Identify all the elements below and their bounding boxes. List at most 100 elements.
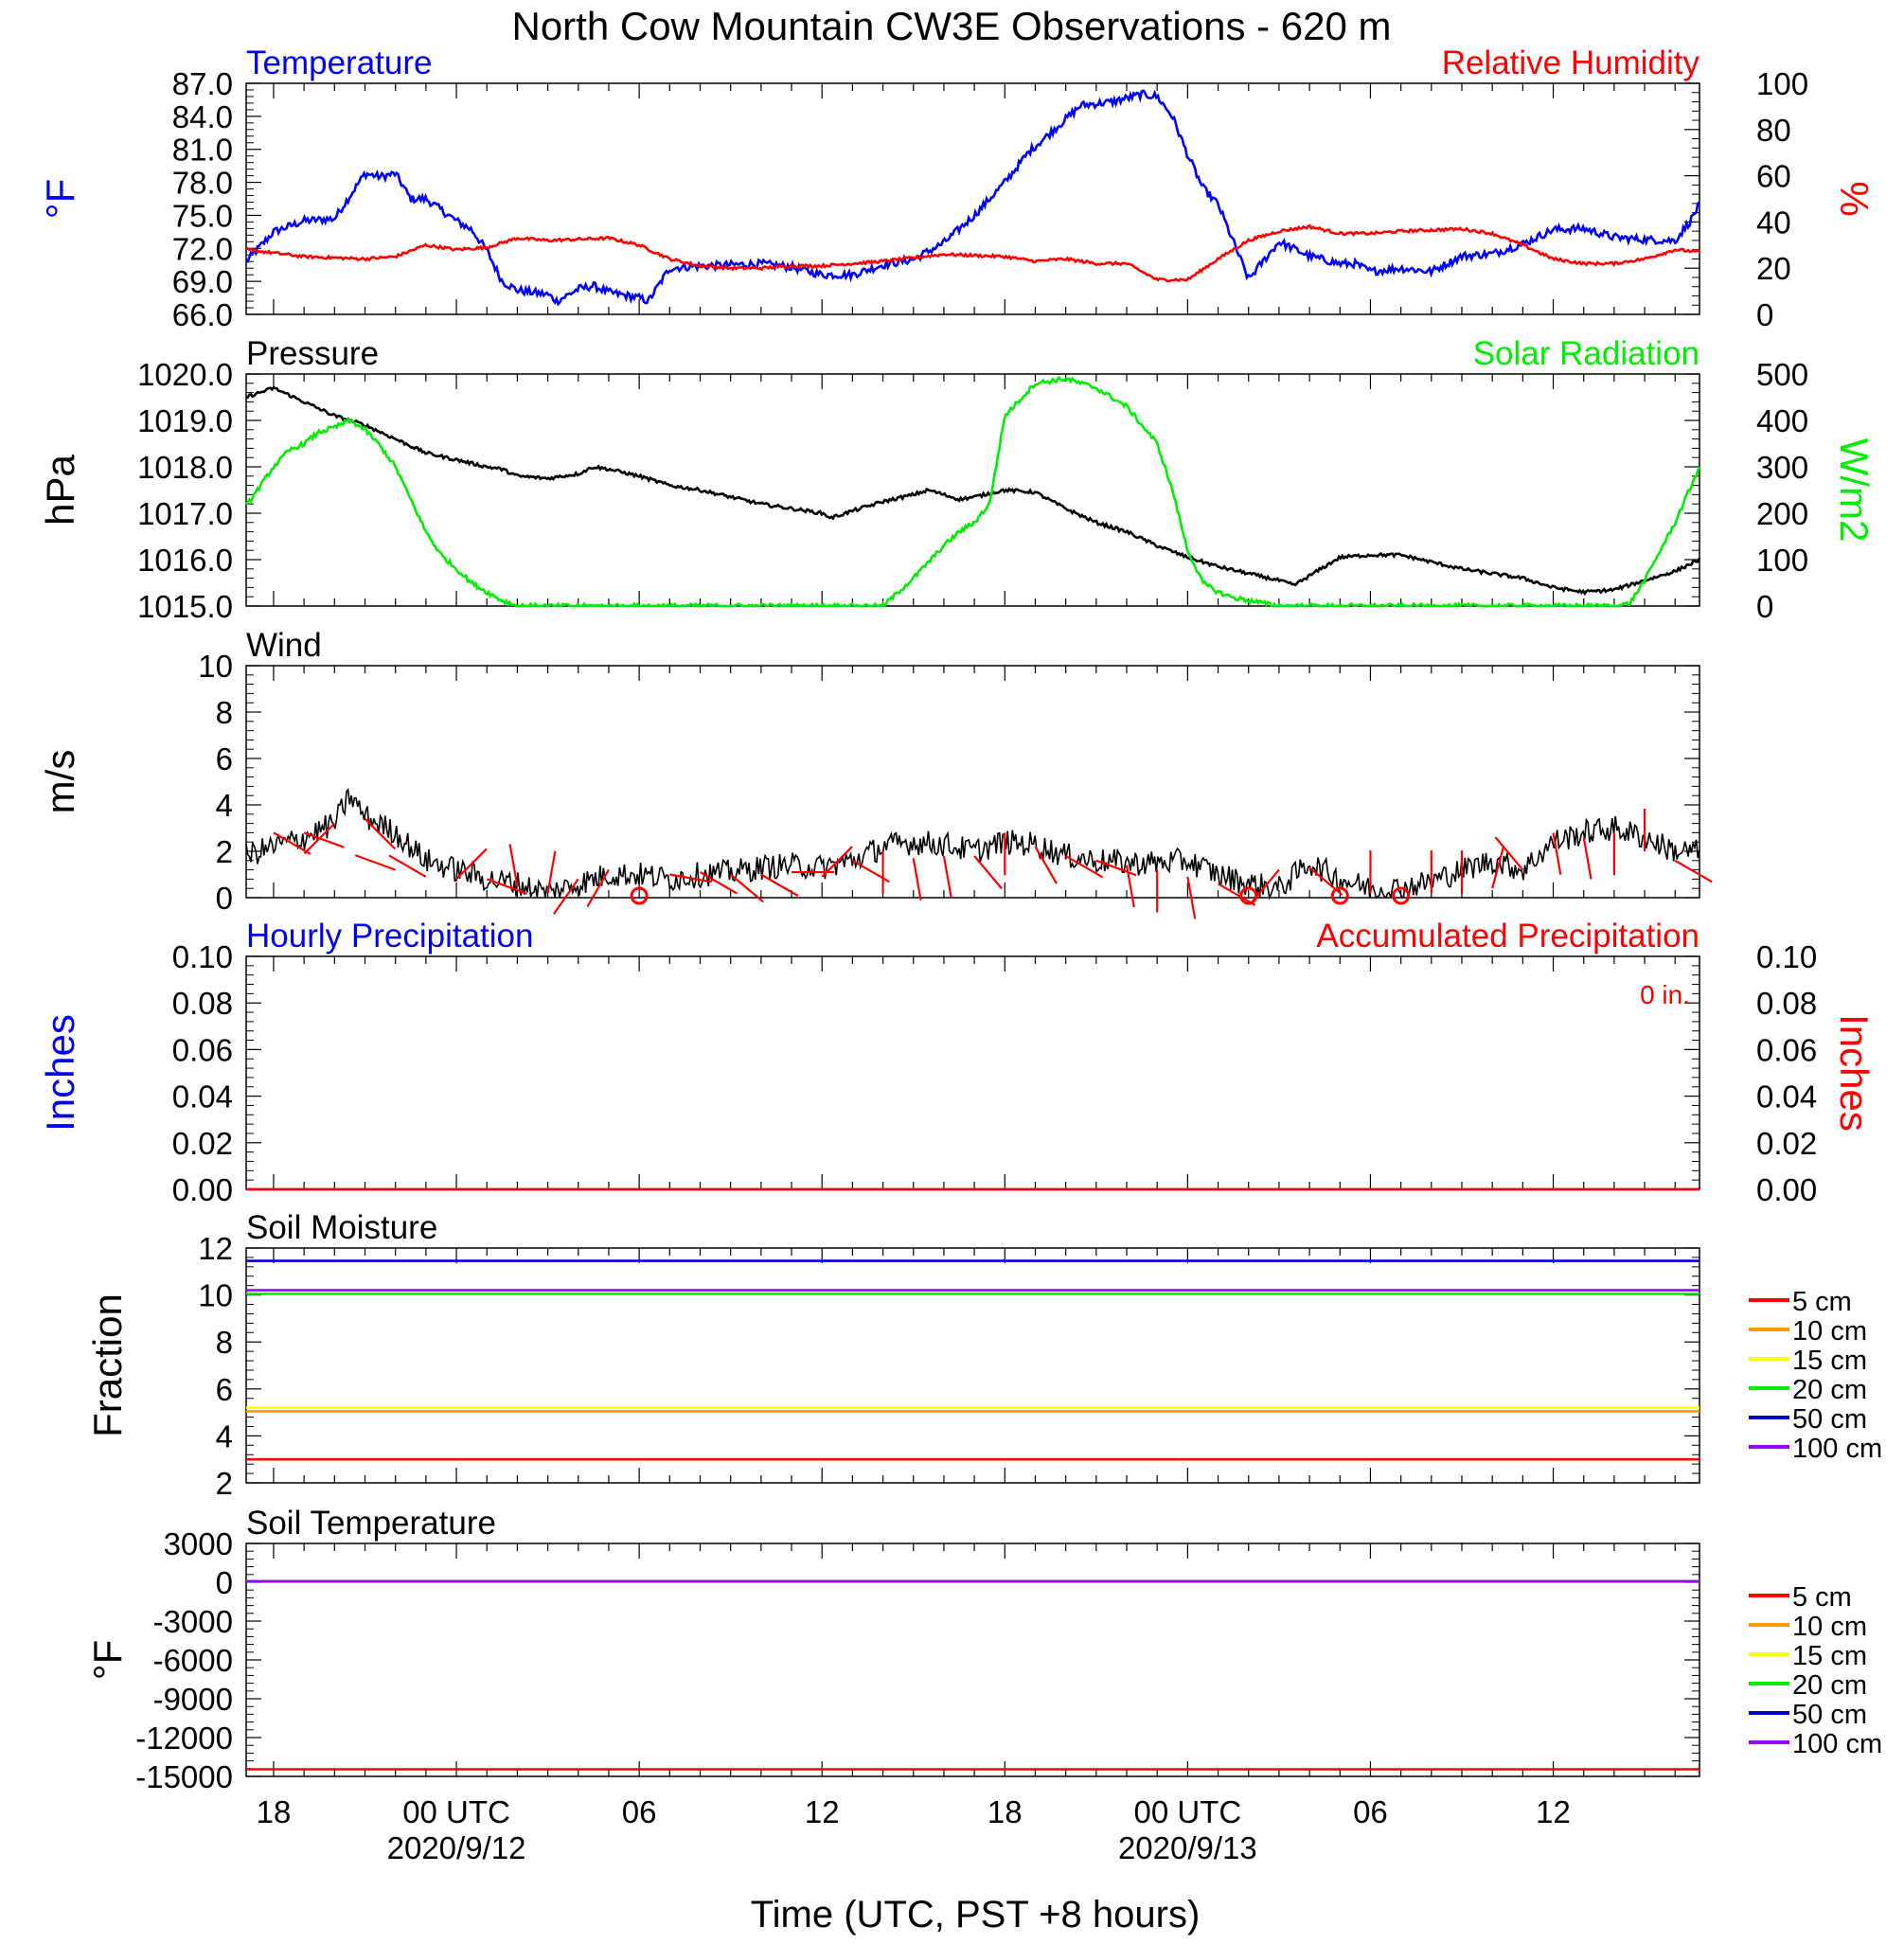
wind-barb (364, 817, 397, 850)
y-tick-label-left: 2 (216, 1466, 233, 1501)
y-tick-label-left: -6000 (153, 1643, 233, 1678)
y-tick-label-left: 4 (216, 788, 233, 823)
y-tick-label-left: 1019.0 (137, 403, 233, 438)
x-tick-label: 18 (257, 1794, 292, 1829)
y-tick-label-right: 0.00 (1756, 1172, 1817, 1207)
y-tick-label-left: 3000 (164, 1526, 233, 1561)
y-tick-label-left: 0.00 (172, 1172, 233, 1207)
wind-barb (303, 822, 336, 855)
y-tick-label-left: 1020.0 (137, 357, 233, 392)
wind-barb (303, 831, 345, 848)
y-axis-label-left: Fraction (85, 1293, 130, 1437)
series-temperature (245, 89, 1700, 307)
panel-title-left: Pressure (246, 335, 379, 372)
y-tick-label-left: 8 (216, 695, 233, 730)
wind-barb-calm (1330, 886, 1349, 905)
wind-barb (1218, 883, 1256, 906)
wind-barb (1552, 832, 1562, 875)
y-tick-label-left: 12 (198, 1231, 233, 1266)
wind-barb (1034, 846, 1058, 884)
wind-barb (455, 847, 488, 881)
x-tick-label: 12 (805, 1794, 840, 1829)
y-tick-label-left: 0 (216, 1565, 233, 1600)
wind-barb (1065, 854, 1104, 879)
wind-barb (546, 850, 557, 894)
y-tick-label-left: 78.0 (172, 166, 233, 201)
figure-title: North Cow Mountain CW3E Observations - 6… (511, 4, 1391, 48)
legend-label: 15 cm (1792, 1346, 1867, 1376)
y-tick-label-right: 0 (1756, 589, 1773, 624)
x-tick-label: 12 (1536, 1794, 1571, 1829)
x-tick-label: 00 UTC (402, 1794, 510, 1829)
wind-barb (973, 855, 1003, 890)
y-tick-label-left: 0.10 (172, 939, 233, 974)
series-solar-radiation (244, 375, 1701, 609)
panel-title-left: Soil Moisture (246, 1209, 437, 1246)
wind-barb (1491, 847, 1504, 889)
y-tick-label-left: -9000 (153, 1682, 233, 1717)
y-tick-label-right: 60 (1756, 159, 1791, 194)
plot-frame (245, 1247, 1700, 1484)
x-tick-date-label: 2020/9/13 (1118, 1830, 1257, 1865)
wind-barb (912, 858, 922, 901)
wind-barb (1186, 876, 1197, 919)
plot-frame (245, 1543, 1700, 1777)
y-tick-label-left: 4 (216, 1418, 233, 1454)
legend-label: 20 cm (1792, 1375, 1867, 1405)
y-tick-label-left: 8 (216, 1325, 233, 1360)
y-axis-label-right: % (1832, 181, 1877, 216)
y-tick-label-right: 40 (1756, 205, 1791, 240)
y-tick-label-left: 1018.0 (137, 450, 233, 485)
x-tick-label: 06 (1353, 1794, 1388, 1829)
legend-label: 10 cm (1792, 1316, 1867, 1347)
y-tick-label-left: -15000 (135, 1759, 233, 1794)
wind-barb (1582, 837, 1593, 880)
wind-barb (760, 873, 799, 897)
y-tick-label-left: 10 (198, 649, 233, 684)
y-axis-label-left: hPa (38, 454, 82, 525)
y-tick-label-right: 100 (1756, 66, 1808, 101)
x-tick-label: 06 (622, 1794, 657, 1829)
y-tick-label-left: 0.08 (172, 986, 233, 1021)
panel-pressure-solar: 1015.0 1016.0 1017.0 1018.0 1019.0 1020.0 0 100… (38, 335, 1877, 624)
panels: 66.069.072.075.078.081.084.087.002040608… (38, 45, 1882, 1865)
y-axis-label-right: Inches (1832, 1014, 1877, 1132)
legend-label: 10 cm (1792, 1612, 1867, 1642)
x-axis-label: Time (UTC, PST +8 hours) (751, 1894, 1201, 1935)
panel-title-right: Solar Radiation (1473, 335, 1699, 372)
legend-label: 5 cm (1792, 1582, 1852, 1613)
wind-barb (1251, 868, 1280, 903)
y-tick-label-left: 0.04 (172, 1079, 233, 1115)
wind-barb (388, 854, 427, 878)
panel-soil-temperature: -15000-12000 -9000 -6000 -3000 0 3000 Soil Tem… (85, 1505, 1882, 1794)
wind-barb-calm (630, 886, 649, 905)
wind-barb (1095, 859, 1137, 877)
legend-label: 100 cm (1792, 1434, 1882, 1464)
y-tick-label-left: 1016.0 (137, 543, 233, 578)
y-tick-label-right: 0.10 (1756, 939, 1817, 974)
y-tick-label-right: 100 (1756, 543, 1808, 578)
panel-title-left: Hourly Precipitation (246, 918, 533, 954)
y-tick-label-right: 0.04 (1756, 1079, 1817, 1115)
y-tick-label-left: 0.06 (172, 1032, 233, 1067)
y-tick-label-left: 84.0 (172, 99, 233, 134)
legend-label: 100 cm (1792, 1729, 1882, 1759)
wind-barb (355, 854, 397, 871)
y-axis-label-left: °F (38, 179, 82, 219)
precip-total-annotation: 0 in. (1640, 980, 1690, 1009)
legend-label: 15 cm (1792, 1641, 1867, 1671)
y-tick-label-right: 0.08 (1756, 986, 1817, 1021)
series-pressure (245, 385, 1701, 597)
legend-label: 5 cm (1792, 1287, 1852, 1317)
plot-frame (245, 82, 1700, 315)
y-tick-label-left: 87.0 (172, 66, 233, 101)
wind-barb (486, 878, 527, 895)
panel-title-left: Temperature (246, 45, 432, 81)
plot-frame (245, 955, 1700, 1190)
y-tick-label-right: 0.06 (1756, 1032, 1817, 1067)
panel-temperature-humidity: 66.069.072.075.078.081.084.087.0 0 20 40 60 8… (38, 45, 1877, 332)
y-tick-label-right: 400 (1756, 403, 1808, 438)
plot-frame (245, 373, 1700, 607)
wind-barb (1674, 859, 1713, 883)
